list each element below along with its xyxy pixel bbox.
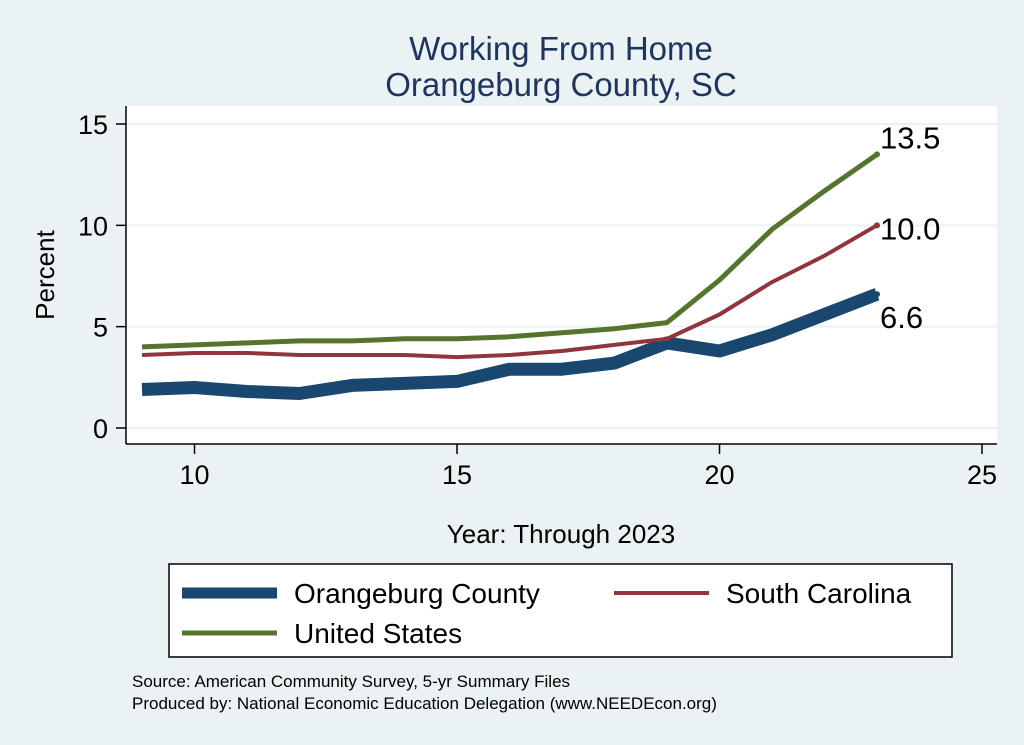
y-tick-label: 5 (93, 313, 108, 343)
y-axis-label: Percent (30, 229, 60, 319)
x-tick-label: 10 (179, 460, 209, 490)
source-note: Source: American Community Survey, 5-yr … (132, 672, 570, 691)
grid-lines (126, 123, 997, 429)
series-line (141, 223, 879, 360)
series-lines (141, 151, 880, 400)
y-tick-label: 0 (93, 414, 108, 444)
y-tick-label: 15 (78, 110, 108, 140)
x-tick-label: 25 (967, 460, 997, 490)
y-tick-label: 10 (78, 211, 108, 241)
end-value-label: 13.5 (880, 120, 940, 155)
end-value-label: 10.0 (880, 211, 940, 246)
end-labels: 6.6 10.0 13.5 (880, 120, 940, 335)
producer-note: Produced by: National Economic Education… (132, 694, 717, 713)
series-line (141, 152, 879, 350)
x-tick-label: 15 (442, 460, 472, 490)
chart-title-line-1: Working From Home (409, 30, 713, 67)
legend: Orangeburg County South Carolina United St… (182, 578, 912, 649)
legend-label: United States (294, 618, 462, 649)
end-value-label: 6.6 (880, 300, 923, 335)
axes: 0 5 10 15 10 15 20 25 (78, 106, 997, 490)
legend-box (168, 563, 953, 658)
chart-title-line-2: Orangeburg County, SC (385, 66, 737, 103)
series-end-point (874, 222, 880, 229)
legend-label: Orangeburg County (294, 578, 540, 609)
legend-label: South Carolina (726, 578, 912, 609)
series-end-point (874, 291, 880, 298)
series-line (141, 288, 880, 400)
series-end-point (874, 151, 880, 158)
x-axis-label: Year: Through 2023 (447, 519, 675, 549)
x-tick-label: 20 (704, 460, 734, 490)
